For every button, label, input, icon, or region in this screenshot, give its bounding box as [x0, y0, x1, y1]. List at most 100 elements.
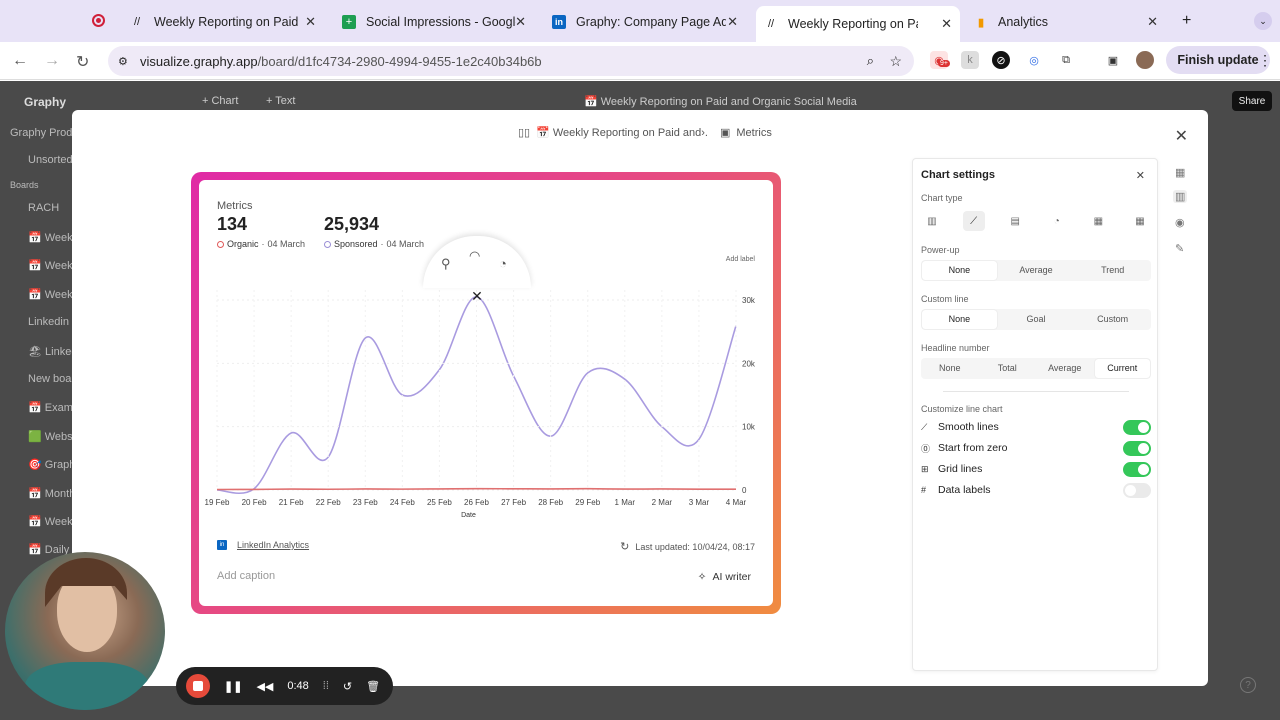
back-icon[interactable]: ← — [12, 52, 28, 69]
toggle-smooth-lines[interactable]: ⟋ Smooth lines — [921, 419, 1151, 435]
extension-icon[interactable]: ◎ — [1029, 54, 1039, 67]
browser-menu-icon[interactable]: ⋮ — [1258, 52, 1272, 68]
bookmark-star-icon[interactable]: ☆ — [889, 52, 902, 69]
stop-recording-button[interactable] — [186, 674, 210, 698]
power-up-none[interactable]: None — [922, 261, 997, 280]
close-tab-icon[interactable]: ✕ — [1147, 14, 1158, 29]
finish-update-button[interactable]: Finish update — [1166, 46, 1270, 74]
power-up-trend[interactable]: Trend — [1101, 265, 1125, 275]
forward-icon[interactable]: → — [44, 52, 60, 69]
custom-line-custom[interactable]: Custom — [1097, 314, 1129, 324]
toggle-data-labels[interactable]: # Data labels — [921, 482, 1151, 498]
sidebar-item[interactable]: 🎯 Graph — [28, 459, 76, 471]
source-link[interactable]: LinkedIn Analytics — [237, 540, 310, 550]
ai-writer-button[interactable]: ✧ AI writer — [698, 571, 751, 583]
zoom-icon[interactable]: ⌕ — [866, 53, 874, 68]
extension-icon[interactable]: ⊘ — [992, 51, 1010, 69]
add-chart-button[interactable]: + Chart — [202, 95, 239, 107]
close-modal-icon[interactable]: ✕ — [1174, 128, 1188, 145]
add-label-button[interactable]: Add label — [725, 256, 755, 263]
palette-icon[interactable]: ◉ — [1175, 217, 1185, 229]
headline-none[interactable]: None — [938, 363, 961, 373]
legend-label: Sponsored — [334, 239, 378, 249]
tab-social-impressions[interactable]: + Social Impressions - Google S ✕ — [334, 8, 526, 36]
help-icon[interactable]: ? — [1240, 677, 1256, 693]
pause-icon[interactable]: ❚❚ — [224, 680, 243, 693]
start-from-zero-switch[interactable] — [1123, 440, 1151, 456]
close-popover-icon[interactable]: ✕ — [471, 287, 483, 304]
x-tick-label: 23 Feb — [353, 498, 378, 507]
tab-weekly-reporting-active[interactable]: // Weekly Reporting on Paid ✕ — [756, 6, 960, 42]
pie-chart-icon[interactable]: ◔ — [499, 256, 507, 271]
site-info-icon[interactable]: ⚙ — [118, 55, 128, 68]
sidebar-item[interactable]: Unsorted — [28, 154, 73, 166]
record-icon[interactable] — [92, 14, 105, 27]
restart-icon[interactable]: ↺ — [342, 680, 353, 693]
close-tab-icon[interactable]: ✕ — [727, 14, 738, 29]
breadcrumb-chart[interactable]: Metrics — [736, 126, 772, 139]
sidebar-item[interactable]: 📅 Weekl — [28, 289, 76, 301]
sidebar-item[interactable]: 📅 Examp — [28, 402, 79, 414]
grid-dots-icon[interactable]: ⁞⁞ — [322, 680, 329, 692]
close-tab-icon[interactable]: ✕ — [305, 14, 316, 29]
table-icon[interactable]: ▦ — [1175, 167, 1186, 179]
settings-tab-icon[interactable]: ▥ — [1173, 190, 1188, 203]
headline-current[interactable]: Current — [1094, 359, 1150, 378]
extension-icon[interactable]: k — [961, 51, 979, 69]
sidebar-item[interactable]: 📅 Weekl — [28, 516, 76, 528]
breadcrumb-board[interactable]: 📅 Weekly Reporting on Paid and›. — [536, 127, 708, 139]
sidebar-item[interactable]: 📅 Month — [28, 488, 76, 500]
sidebar-item[interactable]: 📅 Weekl — [28, 232, 76, 244]
share-button[interactable]: Share — [1232, 91, 1272, 111]
sidebar-item[interactable]: Linkedin — [28, 316, 69, 328]
column-chart-icon[interactable]: ▦ — [1093, 215, 1104, 227]
side-panel-icon[interactable]: ▣ — [1107, 54, 1119, 67]
edit-icon[interactable]: ✎ — [1175, 243, 1185, 255]
sidebar-item[interactable]: 🟩 Websi — [28, 431, 76, 443]
user-icon[interactable]: ⚲ — [441, 256, 451, 271]
rewind-icon[interactable]: ◀◀ — [256, 680, 274, 693]
sidebar-item[interactable]: 📅 Weekl — [28, 260, 76, 272]
headline-average[interactable]: Average — [1048, 363, 1082, 373]
sidebar-item[interactable]: New boa — [28, 373, 72, 385]
new-tab-icon[interactable]: + — [1182, 12, 1192, 29]
url-input[interactable]: ⚙ visualize.graphy.app/board/d1fc4734-29… — [108, 46, 914, 76]
sidebar-item[interactable]: 📅 Daily — [28, 544, 70, 556]
caption-input[interactable]: Add caption — [217, 570, 276, 582]
smooth-lines-switch[interactable] — [1123, 419, 1151, 435]
grid-lines-switch[interactable] — [1123, 461, 1151, 477]
line-chart[interactable]: 0 10k 20k 30k 19 Feb 20 Feb 21 Feb 22 Feb 23 Feb… — [199, 180, 773, 606]
toggle-start-from-zero[interactable]: ⓪ Start from zero — [921, 440, 1151, 456]
sidebar-item[interactable]: 🏖 Linked — [28, 346, 78, 358]
close-tab-icon[interactable]: ✕ — [941, 16, 952, 31]
bar-chart-icon[interactable]: ▥ — [927, 215, 937, 227]
custom-line-none[interactable]: None — [922, 310, 997, 329]
tab-menu-icon[interactable]: ⌄ — [1254, 12, 1272, 30]
close-settings-icon[interactable]: ✕ — [1135, 170, 1145, 182]
avatar[interactable] — [1136, 51, 1154, 69]
custom-line-goal[interactable]: Goal — [1026, 314, 1046, 324]
tab-graphy-company-page[interactable]: in Graphy: Company Page Admi ✕ — [544, 8, 738, 36]
add-text-button[interactable]: + Text — [266, 95, 296, 107]
tab-weekly-reporting-1[interactable]: // Weekly Reporting on Paid ✕ — [122, 8, 316, 36]
pie-chart-icon[interactable]: ◔ — [1053, 215, 1060, 227]
line-chart-icon[interactable]: ⟋ — [962, 211, 985, 231]
headline-total[interactable]: Total — [997, 363, 1017, 373]
data-labels-switch[interactable] — [1123, 482, 1151, 498]
close-tab-icon[interactable]: ✕ — [515, 14, 526, 29]
power-up-average[interactable]: Average — [1019, 265, 1053, 275]
table-chart-icon[interactable]: ▦ — [1135, 215, 1145, 227]
trash-icon[interactable]: 🗑 — [366, 680, 381, 693]
sidebar-item[interactable]: RACH — [28, 202, 60, 214]
tab-analytics[interactable]: ▮ Analytics ✕ — [966, 8, 1166, 36]
sidebar-item[interactable]: Graphy Prod — [10, 127, 73, 139]
toggle-grid-lines[interactable]: ⊞ Grid lines — [921, 461, 1151, 477]
extension-icon[interactable]: ◉9+ — [930, 51, 950, 69]
refresh-icon[interactable]: ↻ — [620, 541, 630, 553]
puzzle-icon[interactable]: ⧉ — [1062, 53, 1070, 66]
chart-title[interactable]: Metrics — [217, 200, 253, 212]
chart-card[interactable]: Metrics 134 Organic · 04 March 25,934 Sp… — [199, 180, 773, 606]
line-chart-icon[interactable]: ◠ — [469, 248, 481, 263]
area-chart-icon[interactable]: ▤ — [1010, 215, 1020, 227]
reload-icon[interactable]: ↻ — [76, 54, 90, 71]
